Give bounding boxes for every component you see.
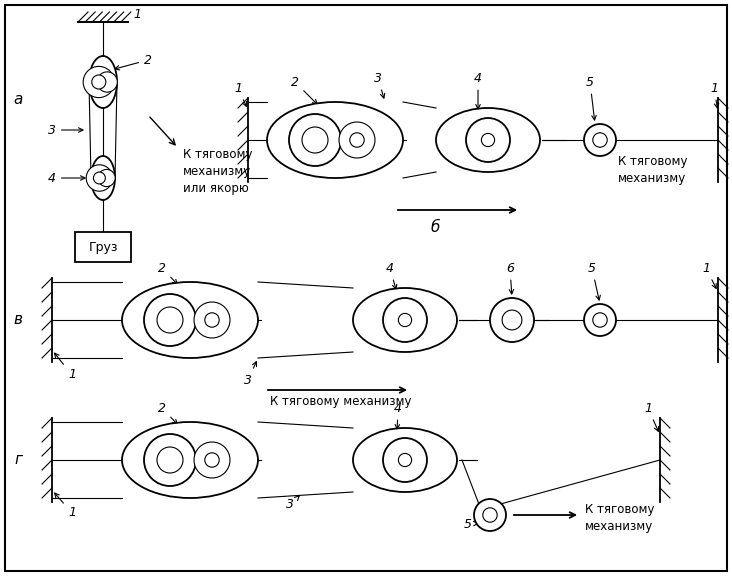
Circle shape	[83, 66, 114, 97]
Circle shape	[502, 310, 522, 330]
Ellipse shape	[353, 428, 457, 492]
Circle shape	[289, 114, 341, 166]
Text: 4: 4	[48, 172, 85, 184]
Circle shape	[157, 447, 183, 473]
Text: 1: 1	[710, 81, 719, 108]
Ellipse shape	[353, 288, 457, 352]
Ellipse shape	[89, 56, 117, 108]
Circle shape	[584, 304, 616, 336]
Text: 4: 4	[394, 401, 402, 429]
Circle shape	[94, 172, 105, 184]
Circle shape	[194, 442, 230, 478]
Circle shape	[98, 169, 115, 187]
Circle shape	[205, 453, 219, 467]
Text: 3: 3	[286, 496, 299, 511]
Circle shape	[398, 453, 411, 467]
Circle shape	[474, 499, 506, 531]
Circle shape	[92, 75, 106, 89]
Circle shape	[584, 124, 616, 156]
Text: К тяговому
механизму: К тяговому механизму	[618, 155, 687, 185]
Text: 4: 4	[474, 71, 482, 109]
Circle shape	[383, 438, 427, 482]
Circle shape	[483, 508, 497, 522]
Text: 2: 2	[115, 54, 152, 70]
Bar	[75, 232, 131, 262]
Circle shape	[86, 165, 113, 191]
Circle shape	[593, 313, 608, 327]
Circle shape	[350, 133, 365, 147]
Text: 2: 2	[158, 401, 177, 424]
Text: 1: 1	[702, 262, 716, 289]
Text: 5: 5	[464, 517, 478, 530]
Circle shape	[593, 133, 608, 147]
Circle shape	[490, 298, 534, 342]
Text: Груз: Груз	[89, 241, 118, 253]
Circle shape	[482, 134, 495, 147]
Text: 3: 3	[374, 71, 385, 98]
Ellipse shape	[122, 282, 258, 358]
Text: в: в	[13, 313, 23, 328]
Text: К тяговому механизму: К тяговому механизму	[270, 395, 411, 408]
Ellipse shape	[436, 108, 540, 172]
Circle shape	[97, 72, 117, 92]
Text: 1: 1	[133, 7, 141, 21]
Text: К тяговому
механизму
или якорю: К тяговому механизму или якорю	[183, 148, 253, 195]
Text: 2: 2	[158, 262, 177, 284]
Circle shape	[144, 294, 196, 346]
Text: 3: 3	[48, 123, 83, 137]
Text: 1: 1	[55, 493, 76, 520]
Text: а: а	[13, 93, 23, 108]
Text: 2: 2	[291, 75, 317, 104]
Text: 1: 1	[54, 353, 76, 381]
Circle shape	[144, 434, 196, 486]
Text: 5: 5	[586, 75, 596, 120]
Circle shape	[339, 122, 375, 158]
Circle shape	[398, 313, 411, 327]
Circle shape	[205, 313, 219, 327]
Circle shape	[383, 298, 427, 342]
Text: 4: 4	[386, 262, 397, 289]
Text: 6: 6	[506, 262, 514, 294]
Circle shape	[194, 302, 230, 338]
Ellipse shape	[91, 156, 115, 200]
Text: 5: 5	[588, 262, 600, 300]
Circle shape	[157, 307, 183, 333]
Ellipse shape	[267, 102, 403, 178]
Text: К тяговому
механизму: К тяговому механизму	[585, 503, 654, 533]
Text: г: г	[14, 453, 22, 468]
Text: 1: 1	[644, 401, 659, 431]
Text: 1: 1	[234, 81, 247, 107]
Ellipse shape	[122, 422, 258, 498]
Text: 3: 3	[244, 362, 256, 386]
Circle shape	[302, 127, 328, 153]
Circle shape	[466, 118, 510, 162]
Text: б: б	[430, 220, 440, 235]
